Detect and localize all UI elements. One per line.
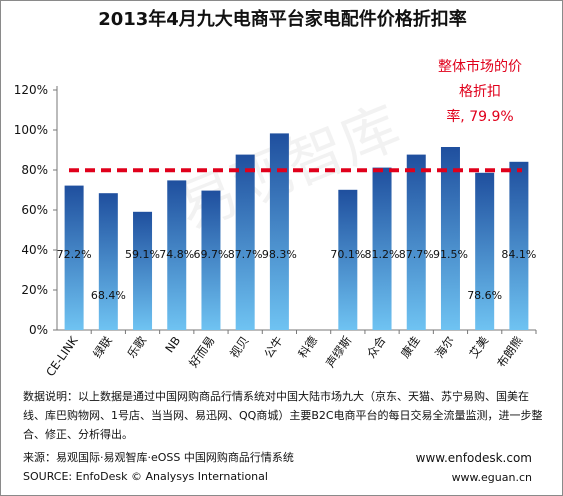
data-description: 数据说明：以上数据是通过中国网购商品行情系统对中国大陆市场九大（京东、天猫、苏宁… bbox=[23, 390, 543, 441]
bar bbox=[98, 193, 118, 330]
x-tick-label: 科德 bbox=[295, 333, 320, 360]
x-tick-label: 乐歌 bbox=[124, 333, 149, 360]
bar bbox=[406, 154, 426, 330]
y-tick-label: 80% bbox=[21, 163, 48, 177]
chart-title: 2013年4月九大电商平台家电配件价格折扣率 bbox=[98, 9, 467, 30]
y-tick-label: 60% bbox=[21, 203, 48, 217]
data-label: 78.6% bbox=[467, 289, 502, 302]
x-tick-label: 海尔 bbox=[432, 334, 457, 361]
x-tick-label: 声缪斯 bbox=[323, 333, 355, 370]
source-url-eguan: www.eguan.cn bbox=[451, 471, 532, 484]
data-label: 59.1% bbox=[125, 248, 160, 261]
x-tick-label: 艾美 bbox=[466, 333, 491, 360]
bar bbox=[440, 147, 460, 330]
bar bbox=[372, 167, 392, 330]
reference-line-label: 整体市场的价 格折扣 率, 79.9% bbox=[421, 55, 539, 130]
x-tick-label: 众合 bbox=[364, 333, 389, 360]
y-tick-label: 0% bbox=[29, 323, 48, 337]
data-label: 81.2% bbox=[365, 248, 400, 261]
bar bbox=[201, 190, 221, 330]
bar bbox=[509, 161, 529, 330]
source-cn: 来源：易观国际·易观智库·eOSS 中国网购商品行情系统 bbox=[23, 451, 294, 464]
data-label: 70.1% bbox=[330, 248, 365, 261]
data-label: 72.2% bbox=[57, 248, 92, 261]
data-label: 74.8% bbox=[159, 248, 194, 261]
x-tick-label: 视贝 bbox=[227, 334, 252, 361]
bar bbox=[64, 185, 84, 330]
data-label: 69.7% bbox=[193, 248, 228, 261]
reference-label-line-3: 率, 79.9% bbox=[446, 109, 514, 125]
x-tick-label: 绿联 bbox=[90, 333, 115, 360]
data-label: 84.1% bbox=[501, 248, 536, 261]
data-label: 68.4% bbox=[91, 289, 126, 302]
x-tick-label: 公牛 bbox=[261, 334, 286, 361]
y-tick-label: 120% bbox=[14, 83, 48, 97]
bar bbox=[475, 172, 495, 330]
y-tick-label: 100% bbox=[14, 123, 48, 137]
x-tick-label: NB bbox=[162, 334, 183, 356]
x-tick-label: 康佳 bbox=[398, 333, 423, 360]
bar bbox=[235, 154, 255, 330]
reference-label-line-2: 格折扣 bbox=[459, 84, 501, 100]
x-tick-label: CE-LINK bbox=[43, 333, 81, 379]
data-label: 87.7% bbox=[399, 248, 434, 261]
reference-label-line-1: 整体市场的价 bbox=[438, 59, 522, 75]
data-label: 98.3% bbox=[262, 248, 297, 261]
y-tick-label: 40% bbox=[21, 243, 48, 257]
x-tick-label: 布朗熊 bbox=[494, 334, 525, 370]
x-tick-label: 好而易 bbox=[186, 334, 217, 370]
data-label: 87.7% bbox=[228, 248, 263, 261]
bar bbox=[167, 180, 187, 330]
data-label: 91.5% bbox=[433, 248, 468, 261]
bar bbox=[269, 133, 289, 330]
y-tick-label: 20% bbox=[21, 283, 48, 297]
source-en: SOURCE: EnfoDesk © Analysys Internationa… bbox=[23, 470, 268, 483]
source-url-enfodesk: www.enfodesk.com bbox=[415, 451, 532, 465]
bar bbox=[133, 211, 153, 330]
bar bbox=[338, 189, 358, 330]
